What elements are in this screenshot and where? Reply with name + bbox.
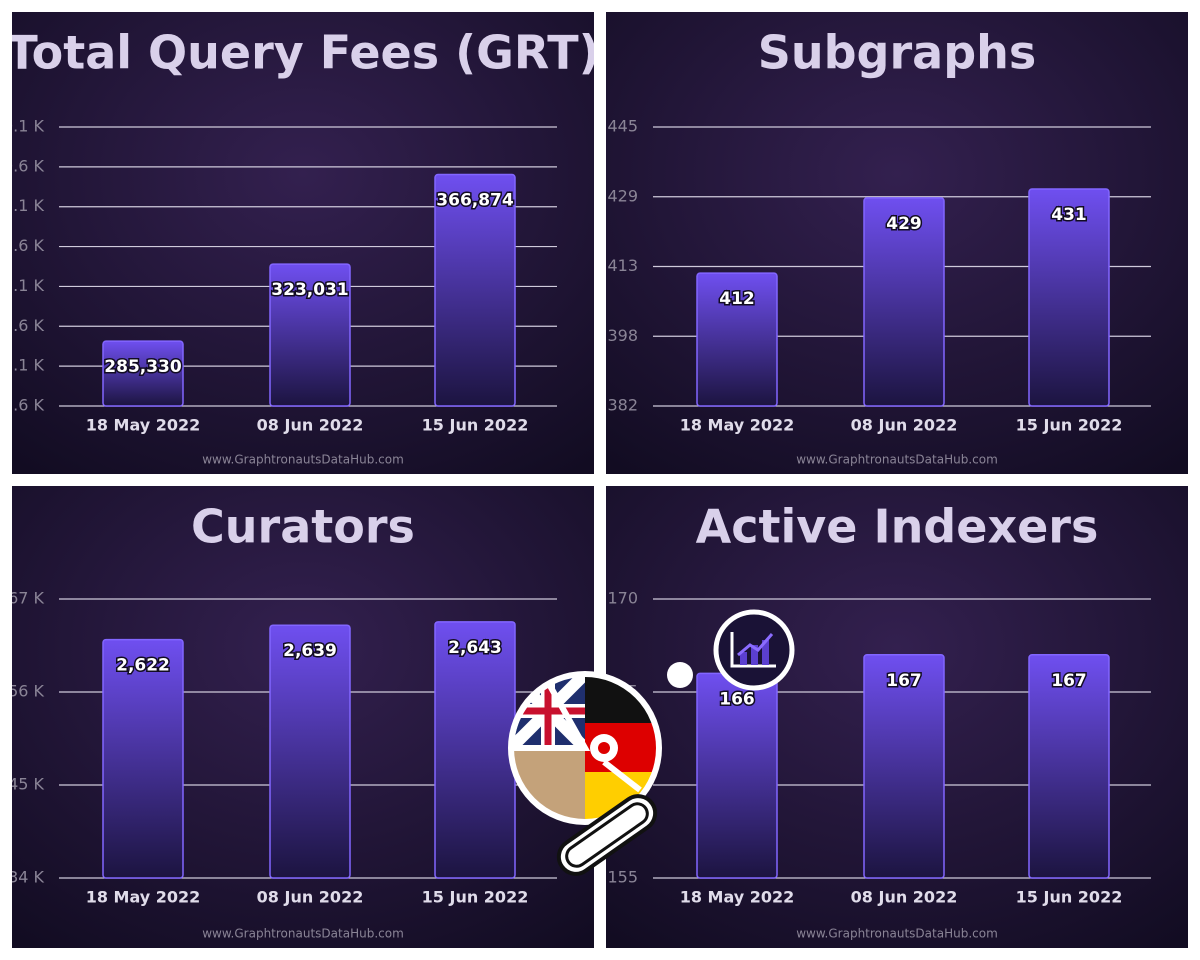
y-tick-label: 445: [607, 117, 638, 136]
chart-panel: Total Query Fees (GRT) 253.6 K 273.1 K 292.…: [12, 12, 594, 474]
chart-title: Curators: [191, 500, 415, 554]
value-label: 366,874: [436, 190, 514, 210]
chart-title: Active Indexers: [696, 500, 1099, 554]
x-tick-label: 18 May 2022: [86, 416, 201, 435]
y-tick-label: 273.1 K: [12, 356, 45, 375]
y-tick-label: 370.6 K: [12, 156, 45, 175]
value-label: 431: [1051, 205, 1087, 225]
bar: [269, 624, 351, 879]
y-tick-label: 170: [607, 589, 638, 608]
value-label: 323,031: [271, 280, 348, 300]
chart-panel: Curators 2.34 K 2.45 K 2.56 K 2.67 K 18 May 2…: [12, 486, 594, 948]
y-tick-label: 2.45 K: [12, 775, 45, 794]
bar: [863, 197, 945, 407]
x-tick-label: 18 May 2022: [86, 888, 201, 907]
x-tick-label: 08 Jun 2022: [851, 888, 958, 907]
y-tick-label: 398: [607, 326, 638, 345]
bar: [696, 272, 778, 407]
x-tick-label: 15 Jun 2022: [422, 416, 529, 435]
watermark: www.GraphtronautsDataHub.com: [202, 927, 404, 941]
value-label: 429: [886, 214, 922, 234]
y-tick-label: 413: [607, 256, 638, 275]
y-tick-label: 155: [607, 868, 638, 887]
y-tick-label: 382: [607, 396, 638, 415]
x-tick-label: 15 Jun 2022: [422, 888, 529, 907]
value-label: 2,643: [448, 638, 502, 658]
watermark: www.GraphtronautsDataHub.com: [202, 453, 404, 467]
y-tick-label: 2.56 K: [12, 682, 45, 701]
x-tick-label: 08 Jun 2022: [257, 416, 364, 435]
chart-panel: Active Indexers15516016517018 May 202216…: [606, 486, 1188, 948]
y-tick-label: 331.6 K: [12, 236, 45, 255]
value-label: 167: [1051, 671, 1087, 691]
value-label: 167: [886, 671, 922, 691]
x-tick-label: 18 May 2022: [680, 416, 795, 435]
bar: [434, 173, 516, 407]
x-tick-label: 08 Jun 2022: [851, 416, 958, 435]
y-tick-label: 390.1 K: [12, 117, 45, 136]
watermark: www.GraphtronautsDataHub.com: [796, 453, 998, 467]
value-label: 166: [719, 689, 755, 709]
x-tick-label: 18 May 2022: [680, 888, 795, 907]
y-tick-label: 351.1 K: [12, 196, 45, 215]
y-tick-label: 2.67 K: [12, 589, 45, 608]
value-label: 2,622: [116, 656, 170, 676]
value-label: 285,330: [104, 357, 182, 377]
value-label: 412: [719, 289, 755, 309]
x-tick-label: 15 Jun 2022: [1016, 888, 1123, 907]
y-tick-label: 312.1 K: [12, 276, 45, 295]
value-label: 2,639: [283, 641, 337, 661]
bar: [1028, 654, 1110, 879]
bar: [1028, 188, 1110, 407]
x-tick-label: 08 Jun 2022: [257, 888, 364, 907]
chart-panel: Subgraphs 382 398 413 429 445 18 May 2022 412 08…: [606, 12, 1188, 474]
bar: [102, 638, 184, 879]
bar: [269, 263, 351, 407]
chart-title: Total Query Fees (GRT): [12, 26, 594, 80]
watermark: www.GraphtronautsDataHub.com: [796, 927, 998, 941]
x-tick-label: 15 Jun 2022: [1016, 416, 1123, 435]
chart-title: Subgraphs: [758, 26, 1037, 80]
bar: [102, 340, 184, 407]
y-tick-label: 2.34 K: [12, 868, 45, 887]
y-tick-label: 429: [607, 186, 638, 205]
y-tick-label: 292.6 K: [12, 316, 45, 335]
y-tick-label: 253.6 K: [12, 396, 45, 415]
bar: [863, 654, 945, 879]
